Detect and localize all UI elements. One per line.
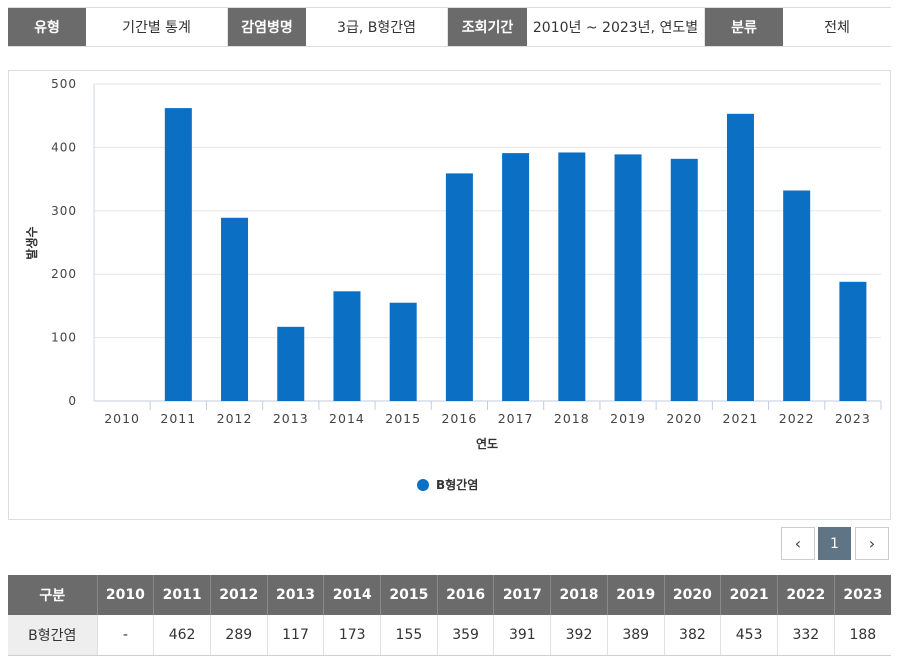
- bar: [445, 173, 473, 401]
- bar: [614, 154, 642, 401]
- filter-class-value: 전체: [824, 20, 850, 36]
- bar: [389, 302, 417, 401]
- table-header-row: 구분 2010 2011 2012 2013 2014 2015 2016 20…: [8, 575, 891, 615]
- x-tick-label: 2019: [610, 411, 646, 426]
- next-page-button[interactable]: ›: [855, 527, 889, 560]
- bar: [839, 281, 867, 401]
- bar: [726, 113, 754, 401]
- x-tick-label: 2012: [217, 411, 253, 426]
- x-tick-label: 2010: [104, 411, 140, 426]
- table-header-category: 구분: [8, 575, 98, 615]
- y-tick-label: 100: [51, 331, 77, 345]
- table-cell: 289: [210, 615, 268, 656]
- table-cell: 389: [607, 615, 665, 656]
- table-header-year: 2017: [493, 575, 552, 615]
- table-header-year: 2011: [153, 575, 211, 615]
- chevron-left-icon: ‹: [794, 534, 802, 553]
- y-tick-label: 300: [51, 204, 77, 218]
- filter-period-value: 2010년 ~ 2023년, 연도별: [527, 8, 705, 46]
- bar: [502, 153, 530, 401]
- y-axis-title: 발생수: [24, 226, 39, 259]
- table-header-year: 2010: [97, 575, 155, 615]
- table-cell: 155: [380, 615, 438, 656]
- x-tick-label: 2014: [329, 411, 365, 426]
- table-row: B형간염 - 462 289 117 173 155 359 391 392 3…: [8, 615, 891, 656]
- table-cell: 117: [267, 615, 325, 656]
- x-tick-label: 2015: [385, 411, 421, 426]
- table-header-year: 2014: [323, 575, 382, 615]
- table-cell: 462: [153, 615, 211, 656]
- table-header-year: 2022: [777, 575, 835, 615]
- table-cell: 392: [550, 615, 608, 656]
- x-tick-label: 2017: [498, 411, 534, 426]
- x-tick-label: 2011: [160, 411, 196, 426]
- table-header-year: 2015: [380, 575, 438, 615]
- table-cell: 391: [493, 615, 552, 656]
- bar: [670, 158, 698, 401]
- table-row-label: B형간염: [8, 615, 98, 656]
- legend-marker: [417, 479, 429, 491]
- table-header-year: 2020: [664, 575, 722, 615]
- table-cell: -: [97, 615, 155, 656]
- bar: [277, 326, 305, 401]
- table-cell: 359: [437, 615, 495, 656]
- x-tick-label: 2022: [779, 411, 815, 426]
- table-cell: 332: [777, 615, 835, 656]
- table-header-year: 2021: [720, 575, 778, 615]
- x-tick-label: 2020: [666, 411, 702, 426]
- current-page-button[interactable]: 1: [818, 527, 851, 560]
- bar: [164, 108, 192, 402]
- filter-disease-label: 감염병명: [228, 8, 306, 46]
- table-cell: 382: [664, 615, 722, 656]
- chart-panel: 0 100 200 300 400 500 2010 2011 2012 2013 2014 2015…: [8, 70, 891, 520]
- prev-page-button[interactable]: ‹: [781, 527, 815, 560]
- table-header-year: 2012: [210, 575, 268, 615]
- bar-chart: 0 100 200 300 400 500 2010 2011 2012 2013 2014 2015…: [24, 77, 882, 492]
- y-tick-label: 0: [68, 394, 77, 408]
- x-tick-label: 2021: [723, 411, 759, 426]
- data-table: 구분 2010 2011 2012 2013 2014 2015 2016 20…: [8, 575, 891, 656]
- table-header-year: 2016: [437, 575, 495, 615]
- filter-type-value: 기간별 통계: [86, 8, 228, 46]
- bar: [558, 152, 586, 401]
- x-tick-label: 2023: [835, 411, 871, 426]
- table-header-year: 2013: [267, 575, 325, 615]
- chevron-right-icon: ›: [868, 534, 876, 553]
- filter-type-label: 유형: [8, 8, 86, 46]
- table-header-year: 2023: [834, 575, 891, 615]
- table-header-year: 2019: [607, 575, 665, 615]
- table-cell: 173: [323, 615, 382, 656]
- x-tick-label: 2013: [273, 411, 309, 426]
- filter-period-label: 조회기간: [448, 8, 527, 46]
- table-cell: 453: [720, 615, 778, 656]
- filter-class-label: 분류: [705, 8, 783, 46]
- y-tick-label: 200: [51, 267, 77, 281]
- filter-bar: 유형 기간별 통계 감염병명 3급, B형간염 조회기간 2010년 ~ 202…: [8, 7, 891, 47]
- bar: [333, 291, 361, 401]
- table-cell: 188: [834, 615, 891, 656]
- x-axis-title: 연도: [476, 436, 498, 451]
- y-tick-label: 500: [51, 77, 77, 91]
- bar: [783, 190, 811, 401]
- legend-label: B형간염: [436, 477, 478, 492]
- x-tick-label: 2016: [441, 411, 477, 426]
- table-header-year: 2018: [550, 575, 608, 615]
- x-tick-label: 2018: [554, 411, 590, 426]
- filter-disease-value: 3급, B형간염: [306, 8, 448, 46]
- bar: [221, 217, 249, 401]
- y-tick-label: 400: [51, 140, 77, 154]
